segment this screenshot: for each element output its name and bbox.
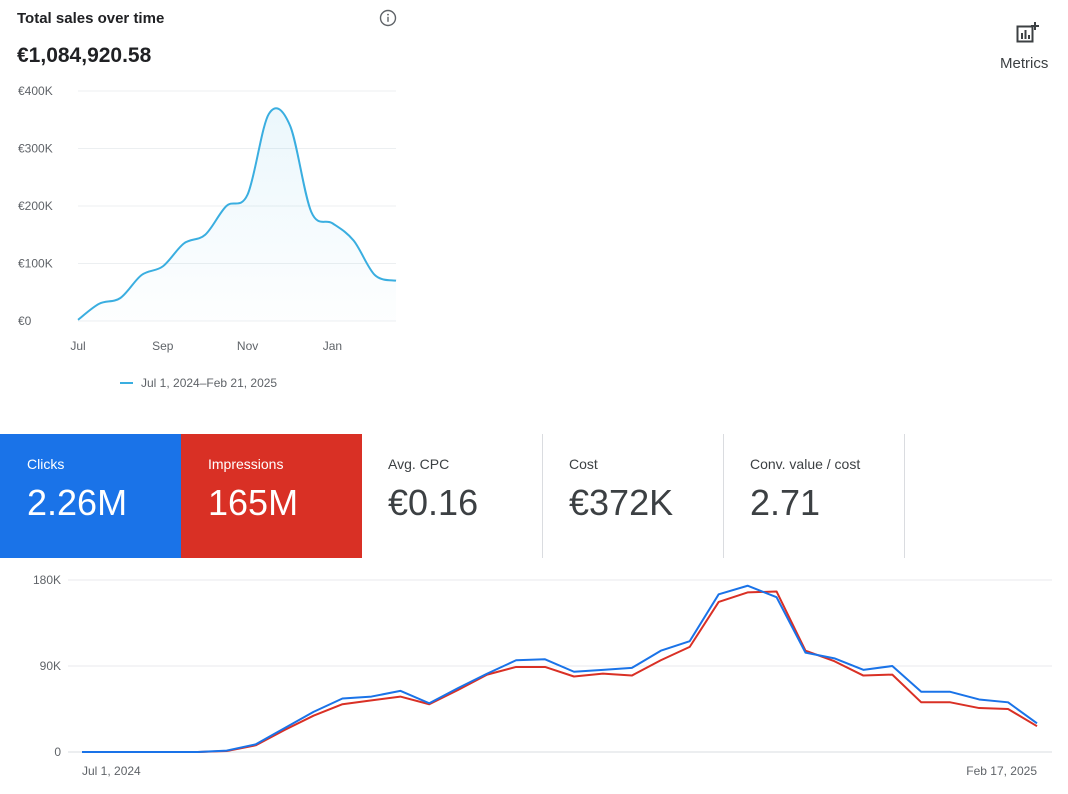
metric-value: 2.26M (27, 482, 128, 523)
x-label-start: Jul 1, 2024 (82, 764, 141, 778)
y-tick-label: €100K (18, 257, 53, 271)
series-impressions-line (82, 590, 1038, 753)
metrics-chart-add-icon[interactable] (1016, 22, 1040, 44)
info-icon[interactable] (379, 9, 397, 27)
y-tick-label: 90K (40, 659, 61, 673)
legend-swatch (120, 382, 133, 384)
y-tick-label: €400K (18, 84, 53, 98)
sales-chart: €0 €100K €200K €300K €400K Jul Sep Nov Jan (18, 84, 397, 353)
sales-line (77, 107, 397, 321)
metrics-bar: Clicks 2.26M Impressions 165M Avg. CPC €… (0, 434, 1068, 558)
metric-cost[interactable]: Cost €372K (543, 434, 724, 558)
metric-label: Clicks (27, 456, 65, 472)
sales-card: Total sales over time €1,084,920.58 €0 €1… (0, 0, 410, 410)
x-tick-label: Sep (152, 339, 174, 353)
y-tick-label: €200K (18, 199, 53, 213)
metric-impressions[interactable]: Impressions 165M (181, 434, 362, 558)
metric-value: €372K (569, 482, 674, 523)
performance-chart: 0 90K 180K Jul 1, 2024 Feb 17, 2025 (33, 573, 1052, 778)
x-tick-label: Jan (323, 339, 342, 353)
metric-clicks[interactable]: Clicks 2.26M (0, 434, 181, 558)
metric-label: Avg. CPC (388, 456, 450, 472)
metric-label: Impressions (208, 456, 284, 472)
x-tick-label: Nov (237, 339, 258, 353)
y-tick-label: 180K (33, 573, 61, 587)
metric-value: 2.71 (750, 482, 821, 523)
metric-value: 165M (208, 482, 299, 523)
metric-conv-value-cost[interactable]: Conv. value / cost 2.71 (724, 434, 905, 558)
y-tick-label: €0 (18, 314, 32, 328)
sales-legend[interactable]: Jul 1, 2024–Feb 21, 2025 (120, 376, 277, 390)
metric-value: €0.16 (388, 482, 479, 523)
y-tick-label: €300K (18, 142, 53, 156)
x-tick-label: Jul (70, 339, 85, 353)
x-label-end: Feb 17, 2025 (966, 764, 1037, 778)
series-clicks-line (82, 584, 1038, 753)
metric-avg-cpc[interactable]: Avg. CPC €0.16 (362, 434, 543, 558)
metric-label: Cost (569, 456, 598, 472)
sales-total: €1,084,920.58 (17, 44, 152, 67)
metric-label: Conv. value / cost (750, 456, 861, 472)
sales-title: Total sales over time (17, 10, 165, 27)
sales-area (78, 108, 396, 321)
legend-label: Jul 1, 2024–Feb 21, 2025 (141, 376, 278, 390)
y-tick-label: 0 (54, 745, 61, 759)
metrics-button[interactable]: Metrics (1000, 55, 1049, 72)
